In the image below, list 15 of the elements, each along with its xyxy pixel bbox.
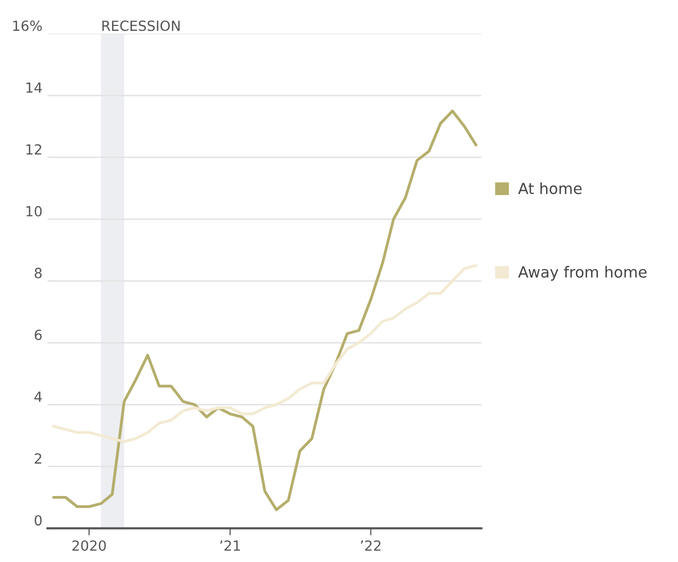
band-label: RECESSION (102, 20, 180, 32)
x-tick-label: ’22 (360, 540, 380, 551)
y-tick-label: 4 (34, 392, 42, 402)
y-tick-label: 0 (34, 515, 42, 526)
legend-label: Away from home (518, 266, 647, 281)
y-tick-label: 16% (13, 20, 42, 32)
y-tick-label: 8 (34, 268, 42, 278)
y-tick-label: 6 (34, 330, 42, 340)
x-tick-label: 2020 (72, 540, 106, 551)
y-tick-label: 14 (26, 82, 42, 93)
y-tick-label: 12 (26, 144, 42, 154)
y-tick-label: 10 (26, 206, 42, 216)
y-tick-label: 2 (34, 453, 42, 464)
legend-label: At home (518, 182, 582, 194)
x-tick-label: ’21 (220, 540, 240, 551)
